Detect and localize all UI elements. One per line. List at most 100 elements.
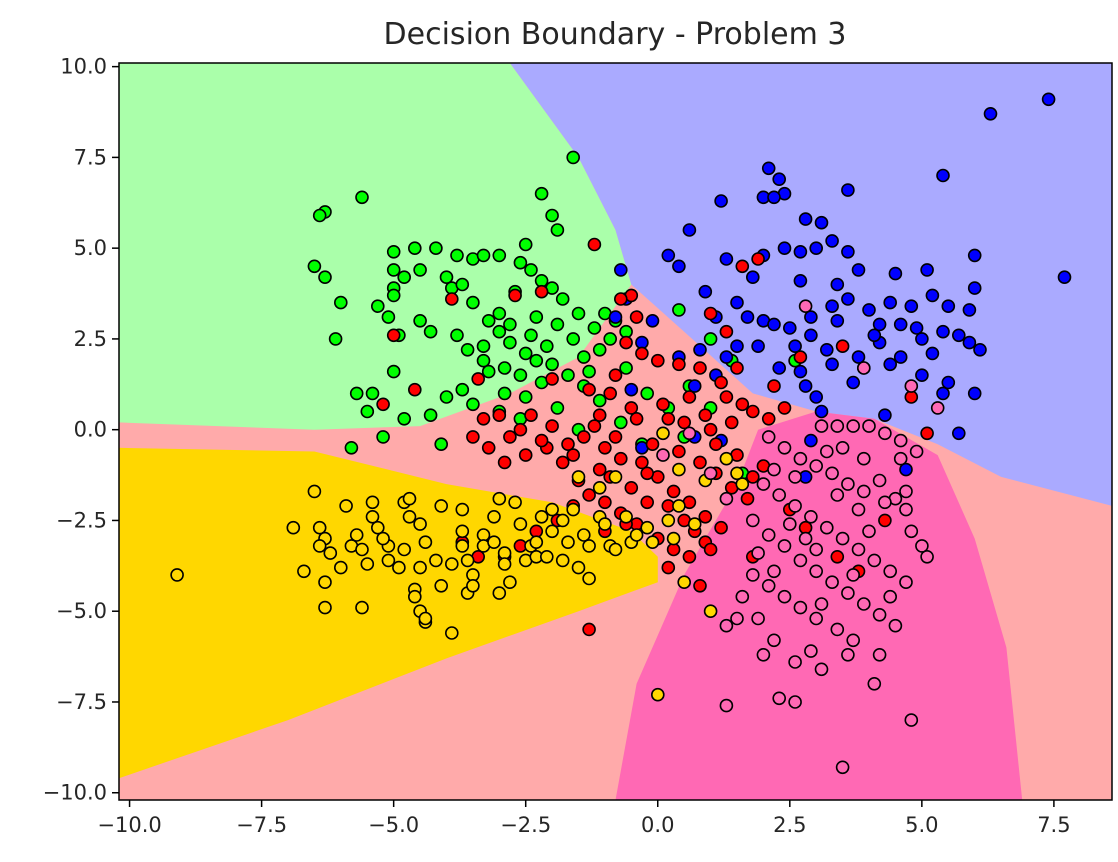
point-gold bbox=[497, 557, 512, 571]
point-blue bbox=[698, 284, 713, 299]
point-pink bbox=[872, 607, 887, 622]
point-gold bbox=[339, 499, 353, 513]
point-gold bbox=[545, 502, 559, 517]
point-pink bbox=[904, 524, 919, 539]
point-gold bbox=[402, 491, 417, 506]
point-blue bbox=[767, 190, 781, 205]
point-green bbox=[434, 437, 449, 452]
point-red bbox=[693, 361, 707, 375]
point-gold bbox=[434, 578, 449, 593]
point-green bbox=[429, 241, 443, 255]
point-red bbox=[555, 455, 570, 470]
point-pink bbox=[777, 589, 792, 604]
point-pink bbox=[867, 553, 882, 568]
point-blue bbox=[967, 386, 982, 401]
point-blue bbox=[878, 408, 892, 423]
point-green bbox=[524, 263, 538, 277]
point-pink bbox=[909, 444, 924, 459]
point-blue bbox=[962, 335, 977, 350]
point-gold bbox=[307, 484, 322, 499]
point-blue bbox=[915, 332, 929, 346]
point-blue bbox=[841, 245, 855, 259]
point-pink bbox=[904, 713, 919, 727]
point-red bbox=[830, 549, 845, 564]
point-pink bbox=[851, 542, 866, 557]
point-red bbox=[650, 353, 665, 368]
point-blue bbox=[825, 234, 839, 248]
point-pink bbox=[798, 299, 813, 314]
point-gold bbox=[661, 513, 676, 528]
point-red bbox=[635, 455, 649, 470]
point-red bbox=[466, 430, 480, 444]
point-blue bbox=[730, 339, 744, 354]
point-red bbox=[444, 292, 459, 306]
point-gold bbox=[429, 553, 443, 568]
point-green bbox=[503, 317, 517, 332]
point-red bbox=[767, 379, 781, 393]
point-gold bbox=[735, 477, 750, 491]
point-red bbox=[503, 430, 517, 444]
point-red bbox=[724, 415, 739, 430]
y-tick-label: −2.5 bbox=[56, 508, 107, 532]
point-gold bbox=[434, 499, 449, 513]
point-blue bbox=[745, 270, 760, 285]
point-gold bbox=[381, 553, 396, 568]
point-gold bbox=[508, 495, 522, 510]
point-green bbox=[529, 310, 544, 324]
point-red bbox=[624, 401, 639, 415]
point-blue bbox=[967, 248, 982, 263]
point-gold bbox=[672, 499, 686, 513]
point-gold bbox=[619, 509, 633, 524]
point-green bbox=[476, 248, 491, 263]
point-pink bbox=[883, 589, 898, 604]
region-blue bbox=[509, 63, 1112, 506]
point-blue bbox=[936, 324, 950, 339]
point-pink bbox=[777, 440, 792, 455]
point-pink bbox=[841, 586, 855, 600]
point-red bbox=[666, 484, 681, 499]
point-blue bbox=[798, 212, 813, 226]
point-red bbox=[587, 237, 602, 252]
point-green bbox=[550, 223, 565, 237]
x-tick-label: 7.5 bbox=[1037, 813, 1070, 837]
point-red bbox=[592, 408, 607, 423]
point-pink bbox=[793, 600, 808, 615]
axes: −10.0 −7.5 −5.0 −2.5 0.0 2.5 5.0 7.5 10.0 7.5 5.0 2… bbox=[43, 55, 1113, 837]
point-pink bbox=[841, 647, 855, 662]
point-red bbox=[920, 426, 934, 441]
point-pink bbox=[809, 611, 824, 626]
point-red bbox=[693, 455, 707, 470]
point-pink bbox=[809, 459, 824, 473]
point-pink bbox=[782, 517, 797, 531]
point-pink bbox=[735, 589, 750, 604]
point-blue bbox=[862, 303, 876, 317]
point-blue bbox=[841, 183, 855, 197]
point-gold bbox=[455, 524, 470, 539]
point-pink bbox=[846, 419, 861, 433]
point-blue bbox=[899, 462, 913, 477]
point-blue bbox=[830, 313, 845, 328]
point-blue bbox=[767, 317, 781, 332]
point-pink bbox=[814, 419, 829, 433]
point-red bbox=[534, 433, 549, 448]
point-gold bbox=[539, 549, 554, 564]
y-tick-label: 7.5 bbox=[74, 145, 107, 169]
point-red bbox=[714, 520, 728, 535]
point-pink bbox=[772, 488, 787, 502]
point-green bbox=[407, 241, 422, 255]
point-gold bbox=[455, 502, 470, 517]
point-red bbox=[656, 397, 670, 412]
point-red bbox=[682, 549, 697, 564]
point-blue bbox=[973, 342, 987, 357]
point-red bbox=[534, 284, 549, 299]
point-green bbox=[481, 313, 496, 328]
point-green bbox=[328, 332, 343, 346]
point-pink bbox=[798, 531, 813, 546]
point-green bbox=[381, 310, 396, 324]
y-tick-label: −5.0 bbox=[56, 599, 107, 623]
point-green bbox=[603, 332, 618, 346]
point-red bbox=[619, 335, 633, 350]
point-red bbox=[592, 462, 607, 477]
point-blue bbox=[1041, 92, 1056, 107]
point-red bbox=[698, 408, 713, 423]
